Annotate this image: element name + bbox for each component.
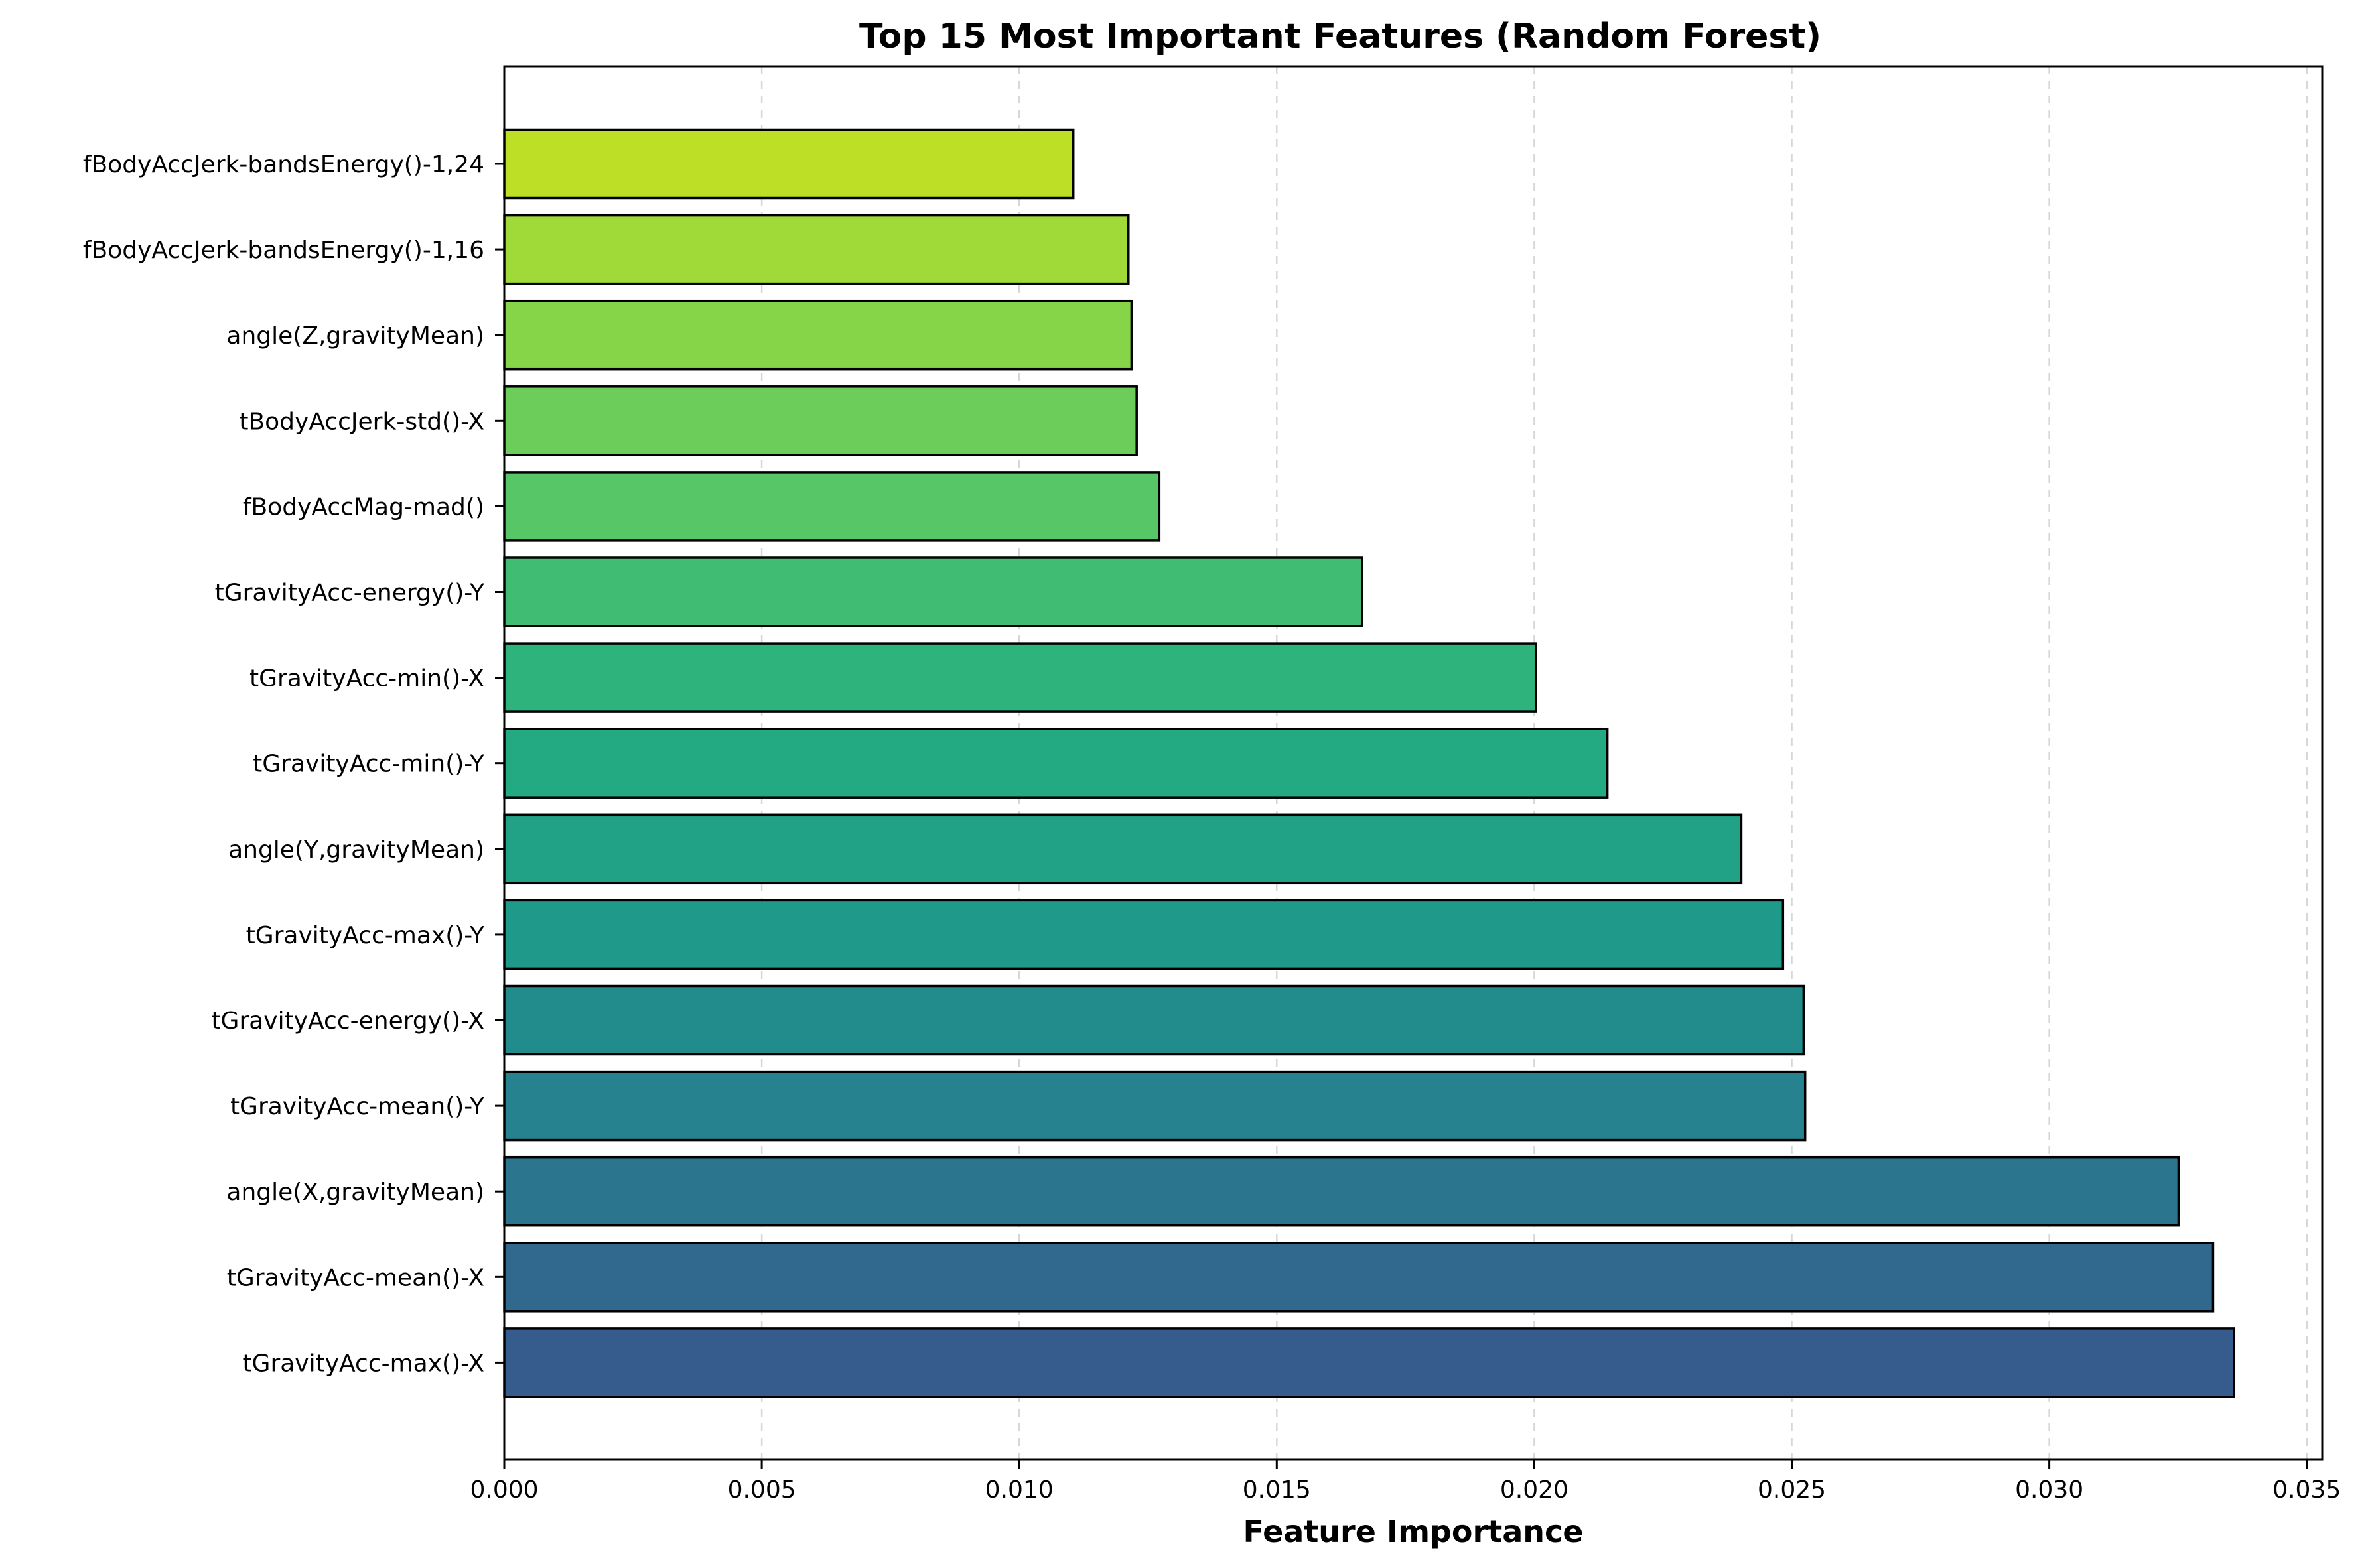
x-axis-label: Feature Importance	[1243, 1514, 1584, 1549]
bar	[503, 813, 1743, 885]
y-tick-label: fBodyAccJerk-bandsEnergy()-1,24	[83, 151, 484, 178]
bar	[503, 984, 1805, 1056]
x-tick-label: 0.000	[470, 1476, 538, 1504]
y-tick-label: angle(X,gravityMean)	[226, 1179, 484, 1206]
x-tick-label: 0.035	[2272, 1476, 2341, 1504]
bar	[503, 299, 1133, 371]
bar	[503, 128, 1075, 200]
y-tick-label: tBodyAccJerk-std()-X	[239, 408, 484, 435]
y-axis-ticks: fBodyAccJerk-bandsEnergy()-1,24 fBodyAccJ…	[83, 151, 504, 1377]
x-tick-label: 0.025	[1758, 1476, 1826, 1504]
bar	[503, 1242, 2215, 1313]
x-tick-label: 0.010	[985, 1476, 1054, 1504]
bar	[503, 728, 1609, 799]
y-tick-label: tGravityAcc-min()-Y	[253, 751, 485, 778]
bar	[503, 642, 1537, 713]
y-tick-label: fBodyAccMag-mad()	[243, 493, 484, 521]
bar	[503, 1155, 2180, 1227]
y-tick-label: fBodyAccJerk-bandsEnergy()-1,16	[83, 237, 484, 264]
chart-title: Top 15 Most Important Features (Random F…	[859, 17, 1821, 56]
y-tick-label: tGravityAcc-mean()-X	[227, 1264, 484, 1291]
y-tick-label: angle(Y,gravityMean)	[228, 836, 484, 864]
x-tick-label: 0.020	[1500, 1476, 1568, 1504]
y-tick-label: tGravityAcc-energy()-Y	[215, 580, 485, 607]
y-tick-label: tGravityAcc-min()-X	[249, 665, 484, 692]
bar	[503, 1327, 2236, 1398]
bar	[503, 471, 1161, 542]
bar	[503, 214, 1130, 285]
bars	[503, 128, 2236, 1398]
y-tick-label: tGravityAcc-max()-Y	[246, 922, 485, 949]
y-tick-label: tGravityAcc-mean()-Y	[230, 1093, 485, 1120]
bar	[503, 899, 1785, 970]
y-tick-label: angle(Z,gravityMean)	[226, 322, 484, 350]
y-tick-label: tGravityAcc-energy()-X	[211, 1008, 484, 1035]
y-tick-label: tGravityAcc-max()-X	[242, 1350, 484, 1377]
grid-lines	[760, 66, 2308, 1459]
x-tick-label: 0.005	[728, 1476, 796, 1504]
x-axis-ticks: 0.000 0.005 0.010 0.015 0.020 0.025 0.030 0.035	[470, 1459, 2341, 1504]
bar	[503, 1070, 1807, 1142]
bar	[503, 385, 1138, 456]
bar	[503, 556, 1363, 627]
x-tick-label: 0.015	[1243, 1476, 1311, 1504]
x-tick-label: 0.030	[2015, 1476, 2083, 1504]
